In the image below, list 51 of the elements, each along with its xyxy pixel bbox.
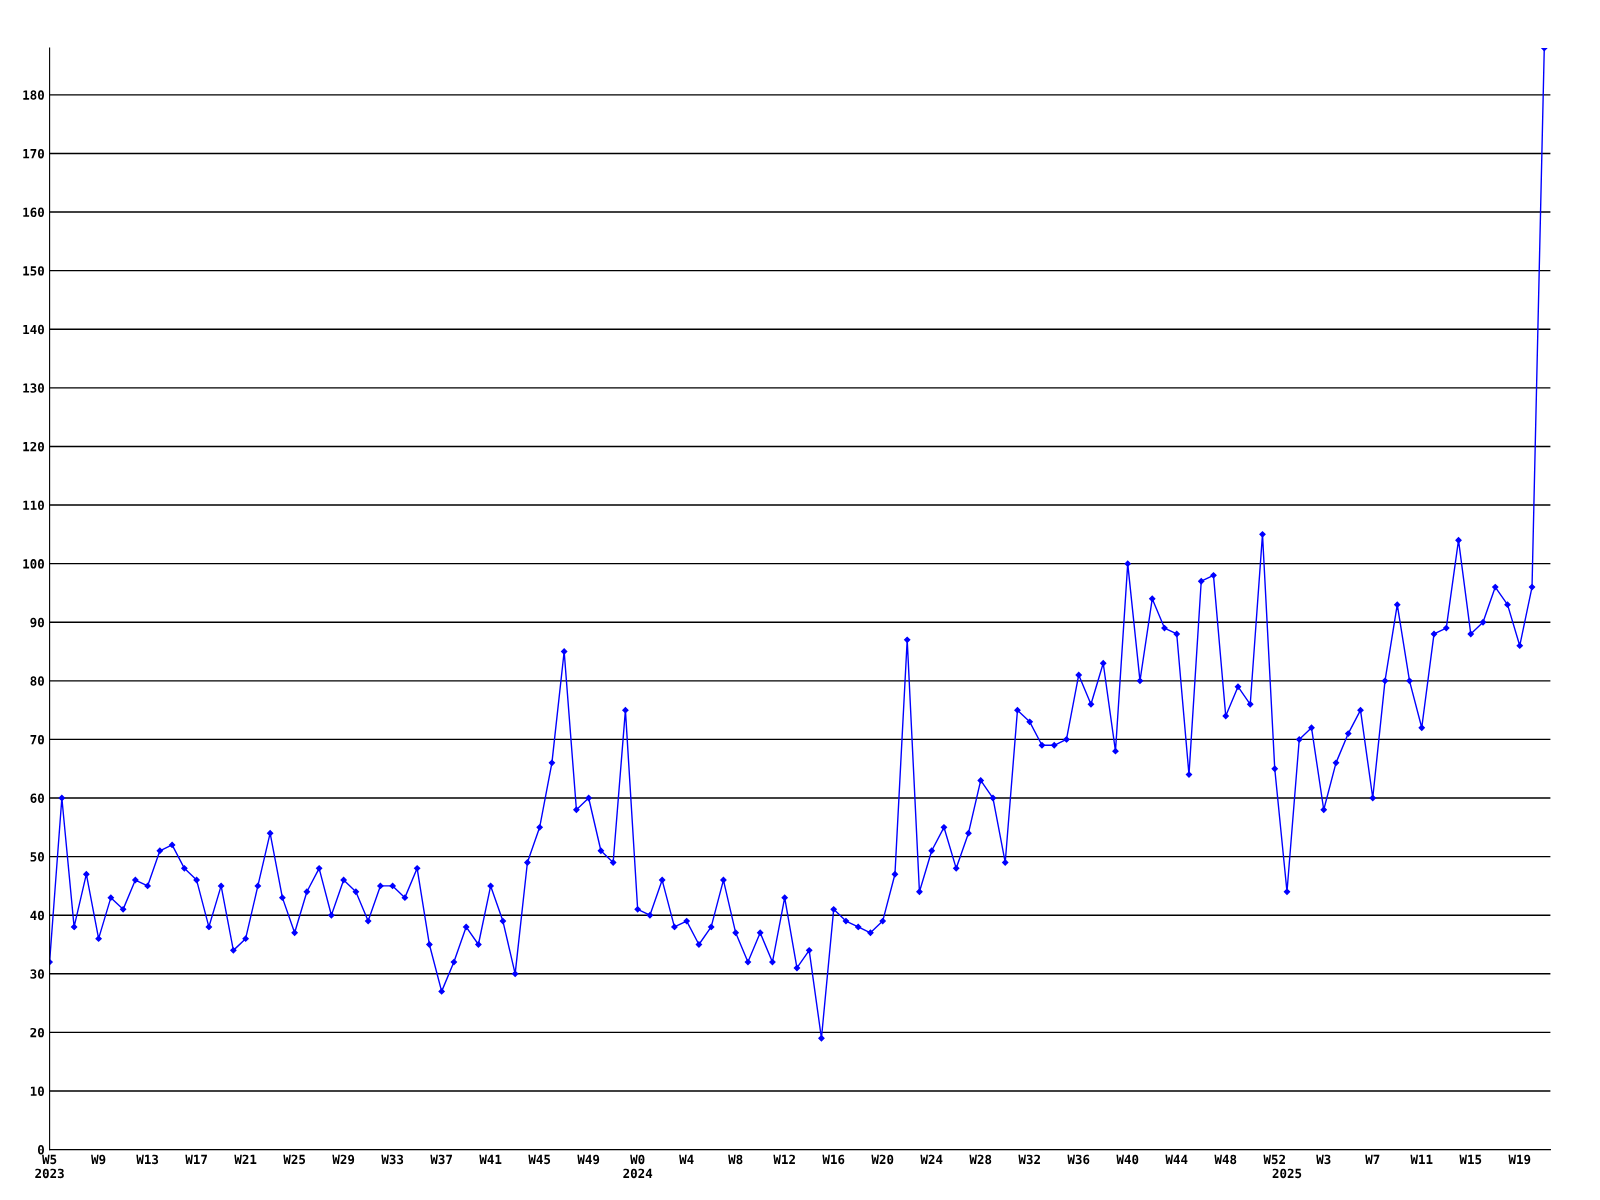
y-tick-label: 180 (23, 90, 44, 100)
x-tick-label: W49 (577, 1154, 600, 1165)
y-tick-label: 120 (23, 441, 44, 452)
x-tick-label: W19 (1508, 1154, 1531, 1165)
x-tick-label: W21 (234, 1154, 257, 1164)
x-tick-label: W12 (773, 1154, 795, 1164)
y-tick-label: 0 (37, 1145, 44, 1155)
x-tick-label: W9 (91, 1154, 106, 1165)
y-tick-label: 40 (30, 910, 44, 921)
y-tick-label: 90 (30, 617, 44, 628)
y-tick-label: 150 (23, 266, 44, 276)
x-tick-label: W4 (679, 1154, 694, 1164)
y-tick-label: 80 (30, 676, 44, 686)
x-tick-label: W7 (1365, 1154, 1380, 1164)
x-tick-label: W20 (871, 1154, 894, 1165)
x-tick-label: W40 (1116, 1154, 1139, 1165)
y-tick-label: 130 (23, 383, 44, 393)
x-tick-label: W16 (822, 1154, 845, 1165)
x-tick-label: W36 (1067, 1154, 1090, 1165)
x-tick-label: W3 (1316, 1154, 1331, 1165)
x-tick-label: W48 (1214, 1154, 1237, 1165)
x-tick-label: W5 2023 (35, 1154, 64, 1179)
x-tick-label: W28 (969, 1154, 992, 1165)
y-tick-label: 10 (30, 1086, 44, 1096)
x-tick-label: W41 (479, 1154, 502, 1164)
x-tick-label: W45 (528, 1154, 551, 1165)
y-tick-label: 30 (30, 969, 44, 979)
y-tick-label: 170 (23, 148, 44, 159)
y-tick-label: 160 (23, 207, 44, 218)
y-tick-label: 50 (30, 852, 44, 862)
x-tick-label: W32 (1018, 1154, 1040, 1165)
x-tick-label: W11 (1410, 1154, 1433, 1164)
x-tick-label: W52 (1263, 1154, 1285, 1165)
y-tick-label: 110 (23, 500, 44, 510)
x-tick-label: W29 (332, 1154, 355, 1165)
y-tick-label: 100 (23, 559, 44, 569)
x-tick-label: 2025 (1272, 1168, 1302, 1179)
x-tick-label: W15 (1459, 1154, 1482, 1165)
x-tick-label: W44 (1165, 1154, 1188, 1164)
y-tick-label: 60 (30, 793, 44, 803)
x-tick-label: W8 (728, 1154, 743, 1165)
y-tick-label: 140 (23, 324, 44, 335)
x-tick-label: W37 (430, 1154, 452, 1165)
x-tick-label: W24 (920, 1154, 943, 1164)
x-tick-label: W17 (185, 1154, 207, 1164)
y-tick-label: 20 (30, 1027, 44, 1038)
x-tick-label: W0 2024 (623, 1154, 653, 1179)
x-tick-label: W13 (136, 1154, 159, 1165)
x-tick-label: W25 (283, 1154, 306, 1165)
y-tick-label: 70 (30, 734, 44, 745)
x-tick-label: W33 (381, 1154, 404, 1165)
